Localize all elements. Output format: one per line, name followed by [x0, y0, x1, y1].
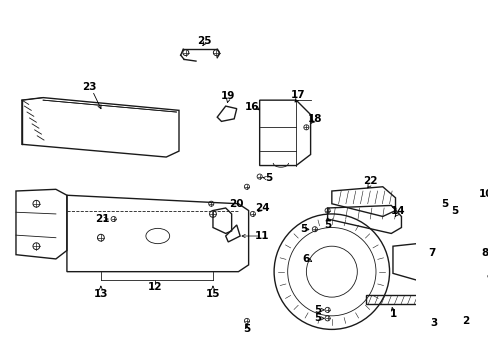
Text: 10: 10: [478, 189, 488, 199]
Text: 7: 7: [427, 248, 435, 258]
Text: 1: 1: [388, 309, 396, 319]
Text: 5: 5: [450, 206, 458, 216]
Text: 8: 8: [480, 248, 488, 258]
Text: 15: 15: [205, 289, 220, 299]
Text: 5: 5: [440, 199, 447, 209]
Text: 4: 4: [485, 271, 488, 281]
Text: 18: 18: [307, 114, 322, 124]
Text: 5: 5: [324, 220, 330, 230]
Text: 22: 22: [362, 176, 377, 186]
Text: 13: 13: [93, 289, 108, 299]
Text: 23: 23: [82, 82, 97, 93]
Text: 5: 5: [300, 224, 307, 234]
Text: 25: 25: [197, 36, 211, 46]
Text: 21: 21: [95, 214, 110, 224]
Text: 24: 24: [254, 203, 269, 213]
Text: 14: 14: [390, 206, 405, 216]
Text: 12: 12: [148, 282, 162, 292]
Text: 17: 17: [290, 90, 305, 100]
Text: 16: 16: [244, 102, 259, 112]
Text: 5: 5: [313, 305, 320, 315]
Text: 20: 20: [229, 199, 244, 209]
Text: 5: 5: [313, 313, 320, 323]
Text: 19: 19: [221, 91, 235, 101]
Text: 3: 3: [429, 318, 436, 328]
Text: 5: 5: [243, 324, 250, 334]
Text: 11: 11: [254, 231, 269, 241]
Text: 2: 2: [462, 316, 468, 326]
Text: 6: 6: [302, 254, 309, 264]
Text: 5: 5: [265, 173, 272, 183]
